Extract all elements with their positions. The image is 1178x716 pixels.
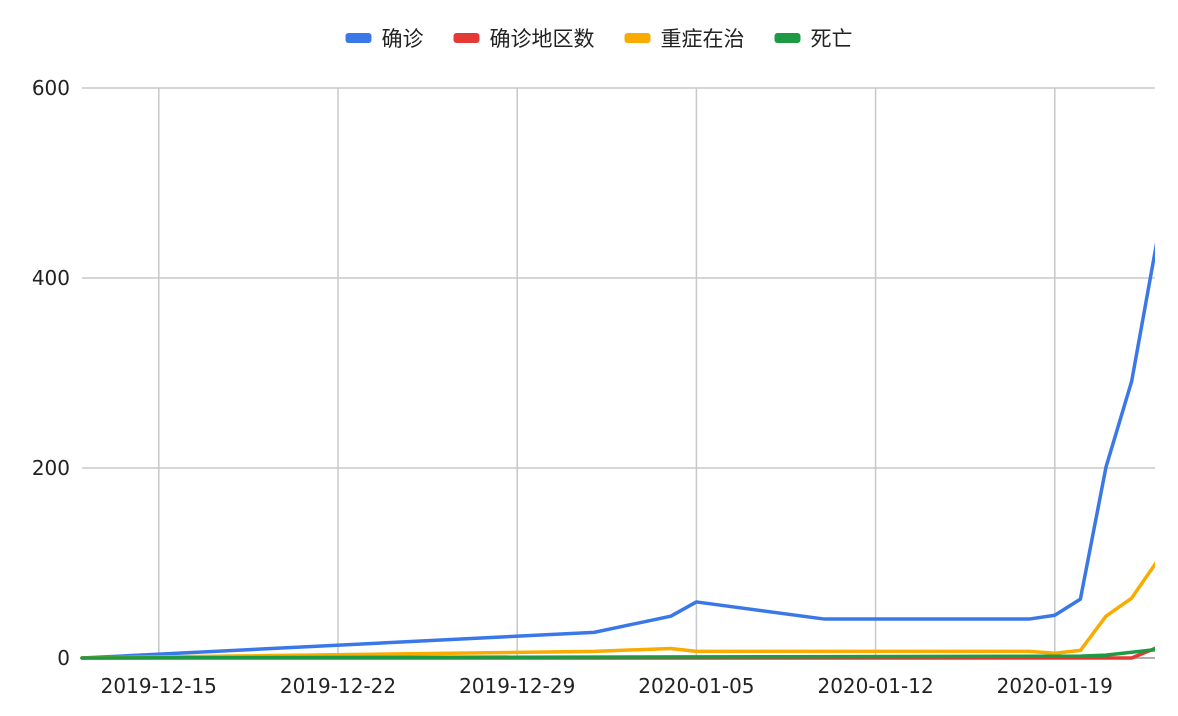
x-axis: 2019-12-15 2019-12-22 2019-12-29 2020-01-05… [82, 657, 1155, 698]
y-tick-label: 0 [57, 646, 70, 670]
series-line-1 [80, 242, 1155, 660]
x-tick-label: 2019-12-22 [280, 674, 396, 698]
y-tick-label: 400 [32, 266, 70, 290]
legend-label: 确诊地区数 [490, 27, 595, 51]
legend-item-1: 确诊 [345, 27, 424, 51]
y-axis: 0 200 400 600 [32, 76, 70, 670]
legend-swatch [345, 33, 372, 43]
legend-swatch [453, 33, 480, 43]
y-tick-label: 200 [32, 456, 70, 480]
series-line-3 [80, 561, 1155, 660]
legend-label: 死亡 [811, 27, 853, 51]
x-tick-label: 2019-12-15 [101, 674, 217, 698]
series-line-4 [80, 647, 1155, 660]
legend-item-4: 死亡 [774, 27, 853, 51]
legend-label: 重症在治 [661, 27, 745, 51]
x-tick-label: 2020-01-12 [817, 674, 933, 698]
legend-swatch [624, 33, 651, 43]
series-lines [80, 242, 1155, 660]
legend: 确诊 确诊地区数 重症在治 死亡 [345, 27, 853, 51]
legend-swatch [774, 33, 801, 43]
grid-lines [82, 87, 1155, 659]
x-tick-label: 2020-01-19 [997, 674, 1113, 698]
legend-label: 确诊 [382, 27, 424, 51]
legend-item-2: 确诊地区数 [453, 27, 595, 51]
legend-item-3: 重症在治 [624, 27, 745, 51]
x-tick-label: 2020-01-05 [638, 674, 754, 698]
x-tick-label: 2019-12-29 [459, 674, 575, 698]
y-tick-label: 600 [32, 76, 70, 100]
